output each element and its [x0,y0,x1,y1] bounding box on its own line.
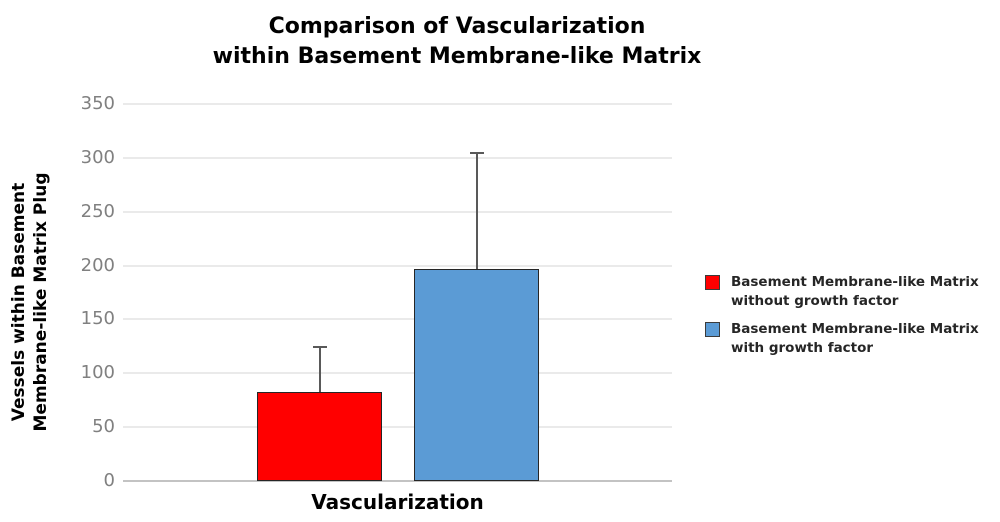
gridline [123,372,672,375]
y-tick-label: 300 [80,146,115,168]
error-bar-cap [469,152,484,155]
y-axis-title-line1: Vessels within Basement [9,182,29,422]
error-bar [318,346,321,392]
chart-title: Comparison of Vascularization within Bas… [122,12,792,72]
legend-entry-without-growth-factor: Basement Membrane-like Matrix without gr… [705,273,979,311]
error-bar-cap [312,346,327,349]
gridline [123,156,672,159]
y-tick-label: 350 [80,93,115,114]
legend-label-line2: with growth factor [731,340,874,356]
y-tick-label: 250 [80,200,115,222]
gridline [123,318,672,321]
y-tick-label: 100 [80,362,115,384]
plot-area [123,103,672,482]
x-axis-label: Vascularization [311,490,484,514]
bar-without-growth-factor [257,391,382,481]
y-tick-label: 150 [80,308,115,330]
y-tick-label: 50 [92,416,115,438]
legend-swatch-blue [705,322,720,337]
legend-label: Basement Membrane-like Matrix with growt… [731,320,979,358]
gridline [123,264,672,267]
bar-with-growth-factor [414,268,539,481]
legend-label-line1: Basement Membrane-like Matrix [731,274,979,290]
legend-swatch-red [705,275,720,290]
legend-label-line1: Basement Membrane-like Matrix [731,321,979,337]
y-tick-label: 0 [103,470,115,491]
gridline [123,103,672,105]
error-bar [475,152,478,269]
legend-label: Basement Membrane-like Matrix without gr… [731,273,979,311]
gridline [123,426,672,429]
y-tick-label: 200 [80,254,115,276]
chart-title-line1: Comparison of Vascularization [268,14,646,39]
legend-entry-with-growth-factor: Basement Membrane-like Matrix with growt… [705,320,979,358]
legend: Basement Membrane-like Matrix without gr… [705,273,979,367]
x-axis-baseline [123,480,672,482]
legend-label-line2: without growth factor [731,293,899,309]
chart-title-line2: within Basement Membrane-like Matrix [212,44,702,69]
gridline [123,210,672,213]
